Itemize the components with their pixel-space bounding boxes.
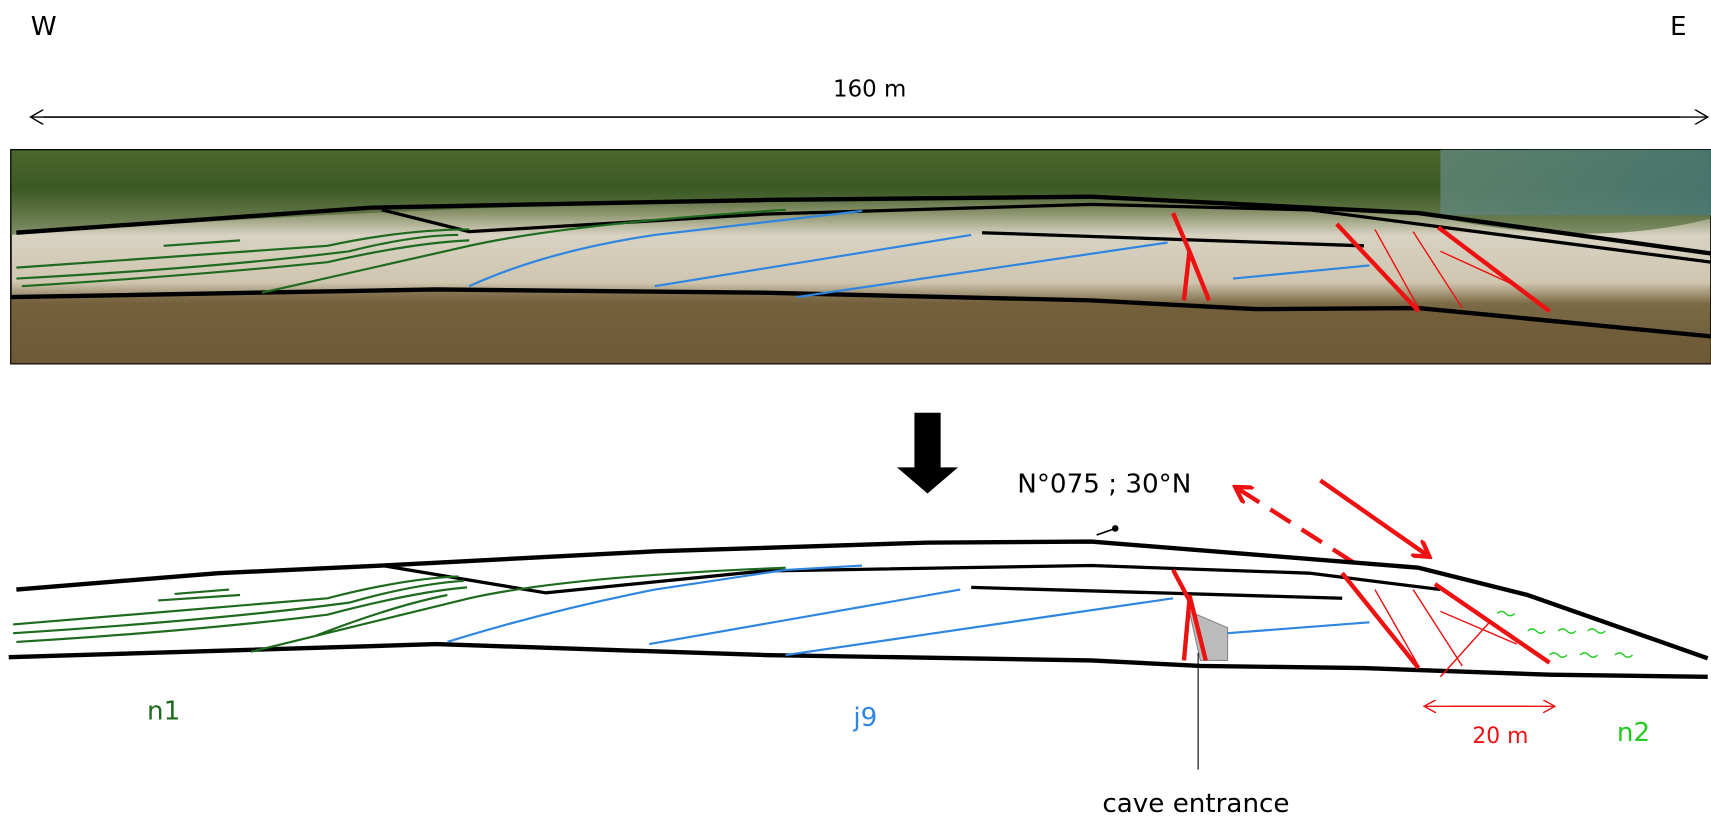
unit-label: j9: [852, 703, 877, 733]
fault-movement-arrow: [1235, 487, 1353, 562]
fault-movement-arrow: [1320, 480, 1429, 556]
east-label: E: [1670, 12, 1687, 42]
down-arrow: [897, 413, 958, 494]
figure: W E 160 m N°075 ; 30°N cave ent: [0, 0, 1711, 819]
page: {"labels": {"west": "W", "east": "E", "s…: [0, 0, 1711, 823]
interpretation-sketch: [9, 542, 1708, 677]
scale-label: 160 m: [833, 76, 906, 102]
unit-label: n1: [147, 696, 180, 726]
cave-label: cave entrance: [1102, 789, 1289, 819]
strike-symbol: [1097, 525, 1119, 535]
orientation-label: N°075 ; 30°N: [1017, 469, 1191, 499]
photo-panel: [11, 150, 1711, 364]
fault-scale-label: 20 m: [1472, 724, 1528, 749]
unit-label: n2: [1617, 718, 1650, 748]
west-label: W: [31, 12, 57, 42]
